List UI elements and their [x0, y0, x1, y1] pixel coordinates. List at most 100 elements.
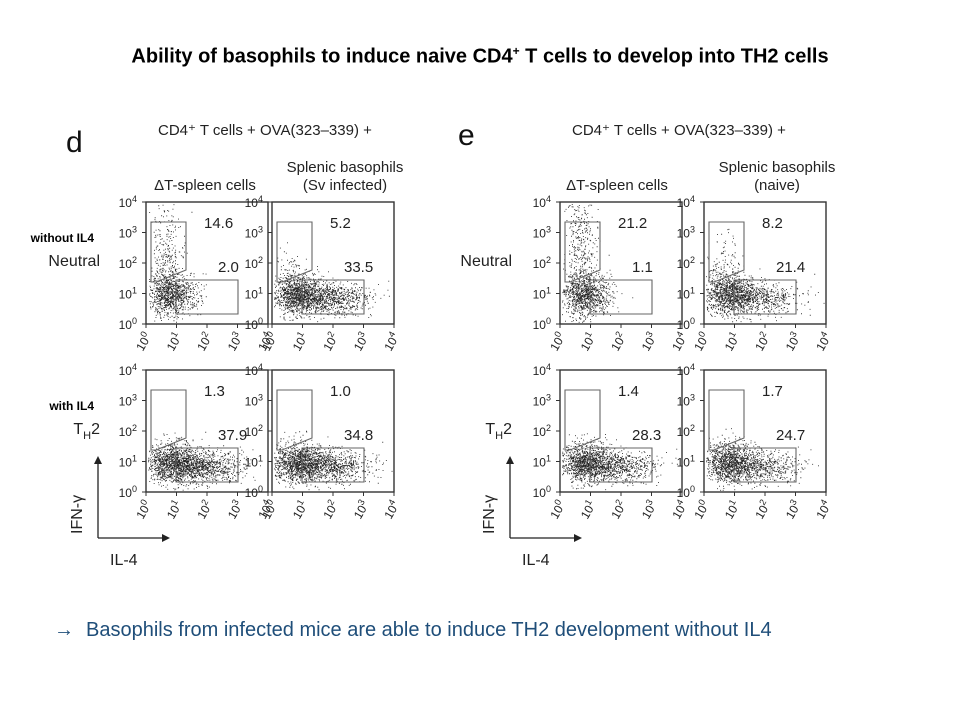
y-tick-label: 101: [119, 454, 137, 470]
events: [707, 228, 746, 323]
x-tick-label: 102: [319, 330, 342, 354]
y-tick-label: 102: [533, 255, 551, 271]
y-tick-label: 104: [533, 362, 551, 378]
y-tick-label: 103: [245, 393, 263, 409]
y-tick-label: 102: [677, 255, 695, 271]
arrowhead: [94, 456, 102, 464]
events: [274, 430, 342, 491]
events: [277, 435, 310, 488]
events: [274, 277, 390, 320]
y-tick-label: 102: [119, 423, 137, 439]
x-tick-label: 101: [288, 330, 311, 354]
x-tick-label: 102: [607, 498, 630, 522]
panel-letter-d: d: [66, 126, 83, 159]
gate-percent-upper: 5.2: [330, 215, 351, 232]
event-cloud: [149, 204, 193, 323]
events: [708, 436, 742, 491]
arrowhead: [574, 534, 582, 542]
x-tick-label: 103: [349, 330, 372, 354]
event-cloud: [706, 262, 774, 323]
events: [566, 435, 603, 490]
event-cloud: [707, 228, 746, 323]
ifn-gamma-gate: [564, 389, 601, 451]
y-tick-label: 104: [245, 362, 263, 378]
gate-percent-lower: 1.1: [632, 259, 653, 276]
event-cloud: [562, 204, 610, 323]
y-tick-label: 104: [533, 194, 551, 210]
il4-gate: [589, 279, 653, 315]
gate-percent-upper: 8.2: [762, 215, 783, 232]
y-tick-label: 102: [533, 423, 551, 439]
condition-label: Neutral: [460, 253, 512, 270]
y-tick-label: 104: [119, 362, 137, 378]
x-tick-label: 103: [637, 498, 660, 522]
il4-gate: [733, 447, 797, 483]
gate-percent-lower: 21.4: [776, 259, 805, 276]
y-tick-label: 102: [245, 423, 263, 439]
y-tick-label: 103: [533, 225, 551, 241]
y-tick-label: 101: [677, 286, 695, 302]
x-tick-label: 102: [607, 330, 630, 354]
axis-label-il4: IL-4: [522, 552, 550, 569]
ifn-gamma-gate: [708, 221, 745, 283]
event-cloud: [707, 273, 825, 322]
events: [562, 260, 634, 323]
ifn-gamma-gate: [150, 221, 187, 283]
gate-percent-upper: 1.0: [330, 383, 351, 400]
x-tick-label: 102: [193, 330, 216, 354]
ifn-gamma-gate: [708, 389, 745, 451]
x-tick-label: 103: [349, 498, 372, 522]
condition-label: Neutral: [48, 253, 100, 270]
il4-gate: [733, 279, 797, 315]
ifn-gamma-gate: [564, 221, 601, 283]
row-label-without-il4: without IL4: [30, 231, 95, 245]
y-tick-label: 101: [533, 286, 551, 302]
y-tick-label: 101: [245, 454, 263, 470]
y-tick-label: 103: [533, 393, 551, 409]
events: [562, 445, 678, 487]
events: [706, 428, 764, 491]
gate-percent-lower: 2.0: [218, 259, 239, 276]
x-tick-label: 104: [380, 330, 403, 354]
y-tick-label: 102: [245, 255, 263, 271]
y-tick-label: 100: [119, 484, 137, 500]
gate-percent-lower: 37.9: [218, 427, 247, 444]
gate-percent-upper: 1.3: [204, 383, 225, 400]
events: [562, 433, 630, 491]
gate-percent-upper: 21.2: [618, 215, 647, 232]
column-title: Splenic basophils: [287, 159, 404, 176]
x-tick-label: 101: [720, 498, 743, 522]
y-tick-label: 103: [119, 225, 137, 241]
y-tick-label: 104: [245, 194, 263, 210]
events: [707, 273, 825, 322]
il4-gate: [175, 447, 239, 483]
x-tick-label: 100: [546, 330, 569, 354]
x-tick-label: 101: [576, 330, 599, 354]
event-cloud: [562, 433, 630, 491]
arrowhead: [506, 456, 514, 464]
x-tick-label: 101: [288, 498, 311, 522]
x-tick-label: 101: [576, 498, 599, 522]
y-tick-label: 103: [677, 225, 695, 241]
x-tick-label: 104: [380, 498, 403, 522]
y-tick-label: 101: [533, 454, 551, 470]
ifn-gamma-gate: [276, 389, 313, 451]
y-tick-label: 104: [119, 194, 137, 210]
gate-percent-upper: 1.7: [762, 383, 783, 400]
axis-label-il4: IL-4: [110, 552, 138, 569]
event-cloud: [277, 435, 310, 488]
row-label-with-il4: with IL4: [48, 399, 94, 413]
x-tick-label: 103: [781, 330, 804, 354]
il4-gate: [175, 279, 239, 315]
y-tick-label: 100: [245, 316, 263, 332]
events: [275, 441, 393, 490]
x-tick-label: 100: [690, 330, 713, 354]
x-tick-label: 104: [254, 330, 277, 354]
gate-percent-upper: 1.4: [618, 383, 639, 400]
conclusion-text: → Basophils from infected mice are able t…: [54, 619, 772, 641]
x-tick-label: 101: [720, 330, 743, 354]
x-tick-label: 104: [668, 330, 691, 354]
x-tick-label: 103: [223, 330, 246, 354]
x-tick-label: 104: [254, 498, 277, 522]
column-title: (naive): [754, 177, 800, 194]
